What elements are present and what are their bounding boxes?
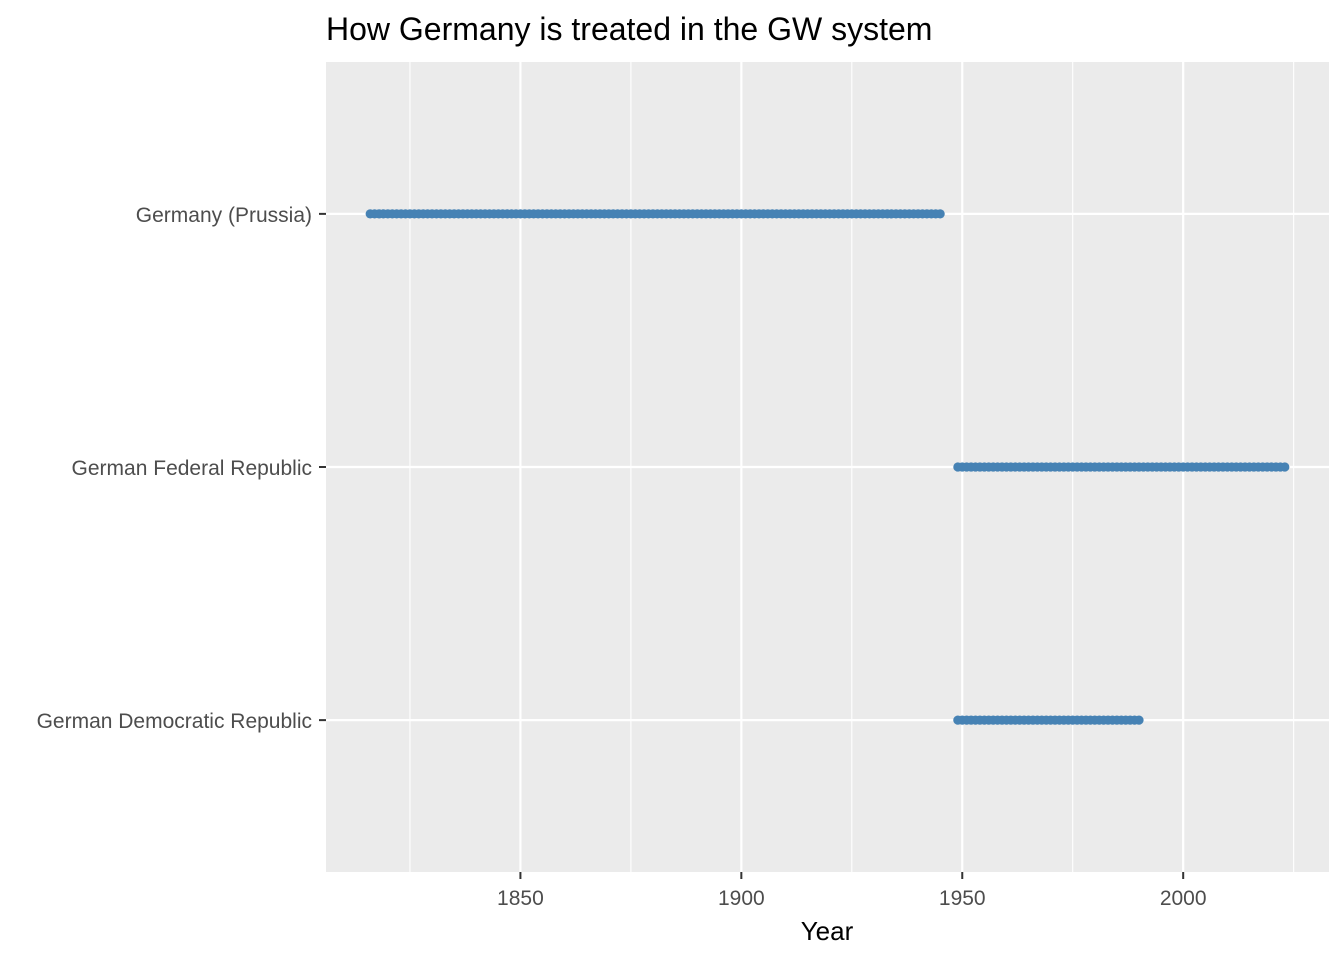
y-tick-label: German Federal Republic: [72, 457, 312, 480]
data-point: [1280, 462, 1290, 472]
data-point: [935, 209, 945, 219]
x-tick-label: 2000: [1160, 887, 1207, 910]
x-tick-label: 1900: [718, 887, 765, 910]
chart-title: How Germany is treated in the GW system: [326, 11, 932, 47]
x-tick-label: 1850: [497, 887, 544, 910]
y-tick-label: German Democratic Republic: [37, 710, 312, 733]
y-tick-label: Germany (Prussia): [136, 204, 312, 227]
x-axis: 1850 1900 1950 2000: [497, 872, 1207, 910]
x-axis-title: Year: [801, 916, 854, 946]
data-points: [365, 209, 1290, 725]
y-axis: Germany (Prussia) German Federal Republic…: [37, 204, 326, 733]
x-tick-label: 1950: [939, 887, 986, 910]
data-point: [1134, 715, 1144, 725]
